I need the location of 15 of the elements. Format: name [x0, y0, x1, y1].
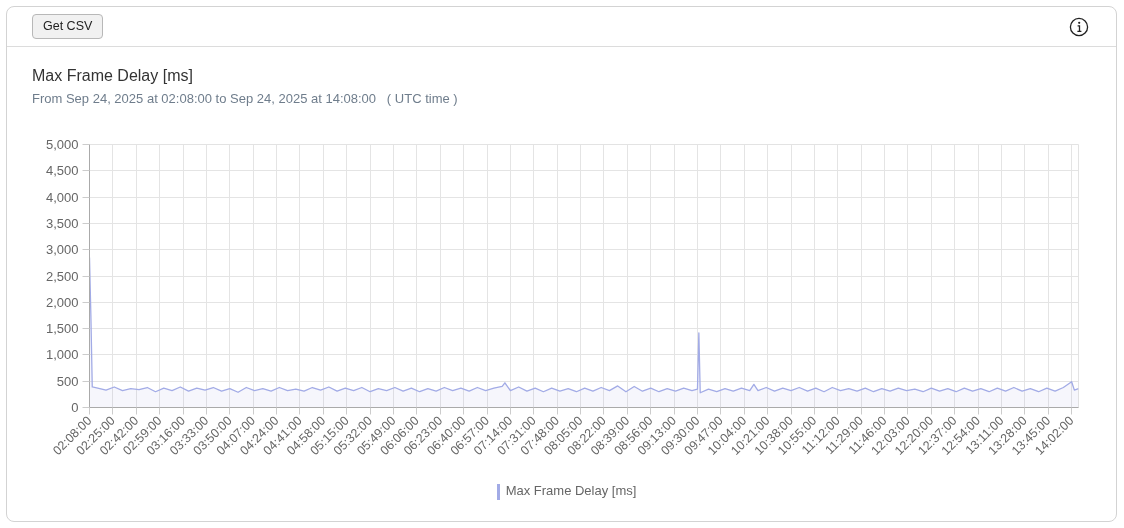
y-tick-label: 2,000	[45, 294, 79, 310]
y-tick-label: 1,000	[45, 347, 79, 363]
y-tick-label: 4,000	[45, 189, 79, 205]
y-tick-label: 1,500	[45, 321, 79, 337]
y-tick-label: 5,000	[45, 137, 79, 152]
button: Get CSV	[32, 13, 104, 40]
y-tick-label: 3,000	[45, 242, 79, 258]
y-tick-label: 2,500	[45, 268, 79, 284]
chart-title: Max Frame Delay [ms]	[32, 66, 193, 85]
chart-subtitle: From Sep 24, 2025 at 02:08:00 to Sep 24, 2025 at 14:08:00 ( UTC time )	[32, 91, 458, 107]
y-tick-label: 0	[71, 400, 79, 415]
y-tick-label: 3,500	[45, 215, 79, 231]
y-tick-label: 500	[56, 373, 79, 389]
y-tick-label: 4,500	[45, 163, 79, 179]
legend-label: Max Frame Delay [ms]	[505, 483, 637, 499]
